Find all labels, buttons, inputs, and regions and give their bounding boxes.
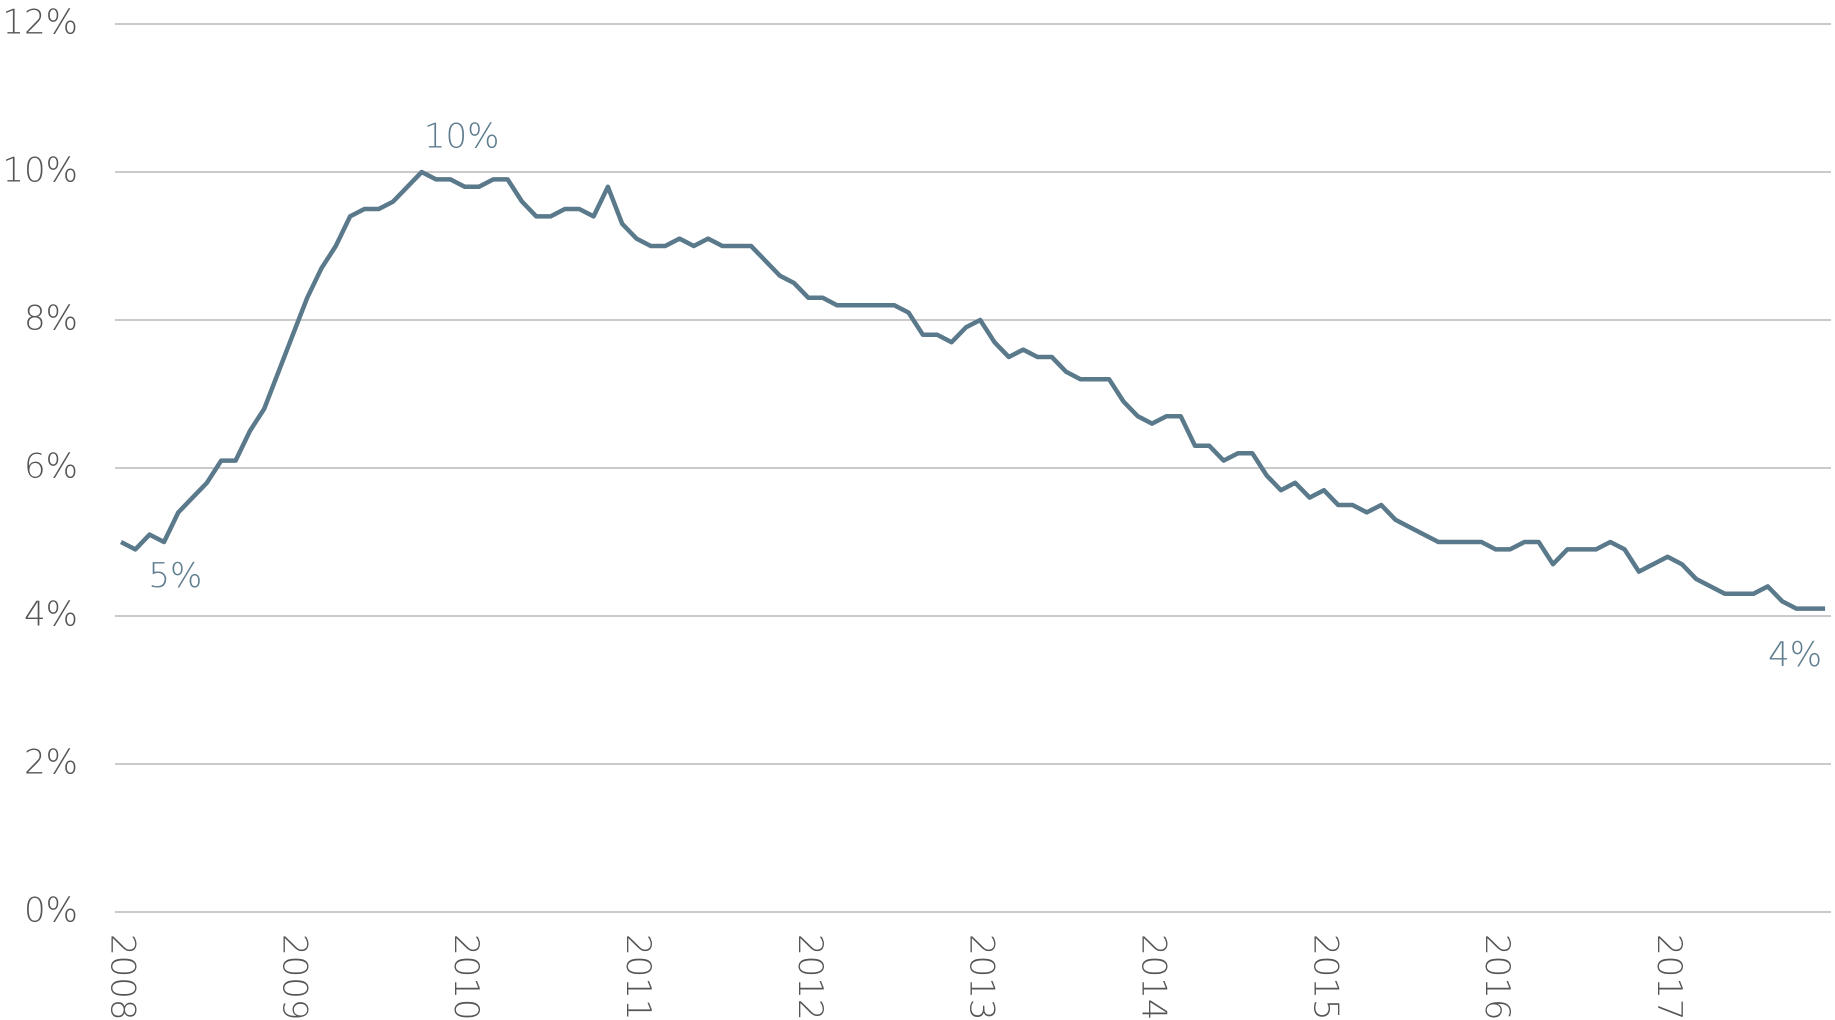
x-tick-label: 2010 [446,934,486,1020]
y-tick-label: 8% [24,299,78,339]
x-tick-label: 2012 [790,934,830,1020]
value-label: 4% [1768,635,1822,675]
y-tick-label: 12% [2,3,78,43]
x-tick-label: 2009 [274,934,314,1020]
y-tick-label: 2% [24,743,78,783]
x-tick-label: 2011 [618,934,658,1020]
y-tick-label: 6% [24,447,78,487]
y-tick-label: 0% [24,891,78,931]
x-tick-label: 2013 [962,934,1002,1020]
x-tick-label: 2014 [1134,934,1174,1020]
y-tick-label: 10% [2,151,78,191]
line [119,169,1826,611]
value-label: 10% [424,117,500,157]
x-tick-label: 2015 [1305,934,1345,1020]
x-tick-label: 2016 [1477,934,1517,1020]
y-tick-label: 4% [24,595,78,635]
x-tick-label: 2008 [103,934,143,1020]
x-tick-label: 2017 [1649,934,1689,1020]
value-label: 5% [148,556,202,596]
